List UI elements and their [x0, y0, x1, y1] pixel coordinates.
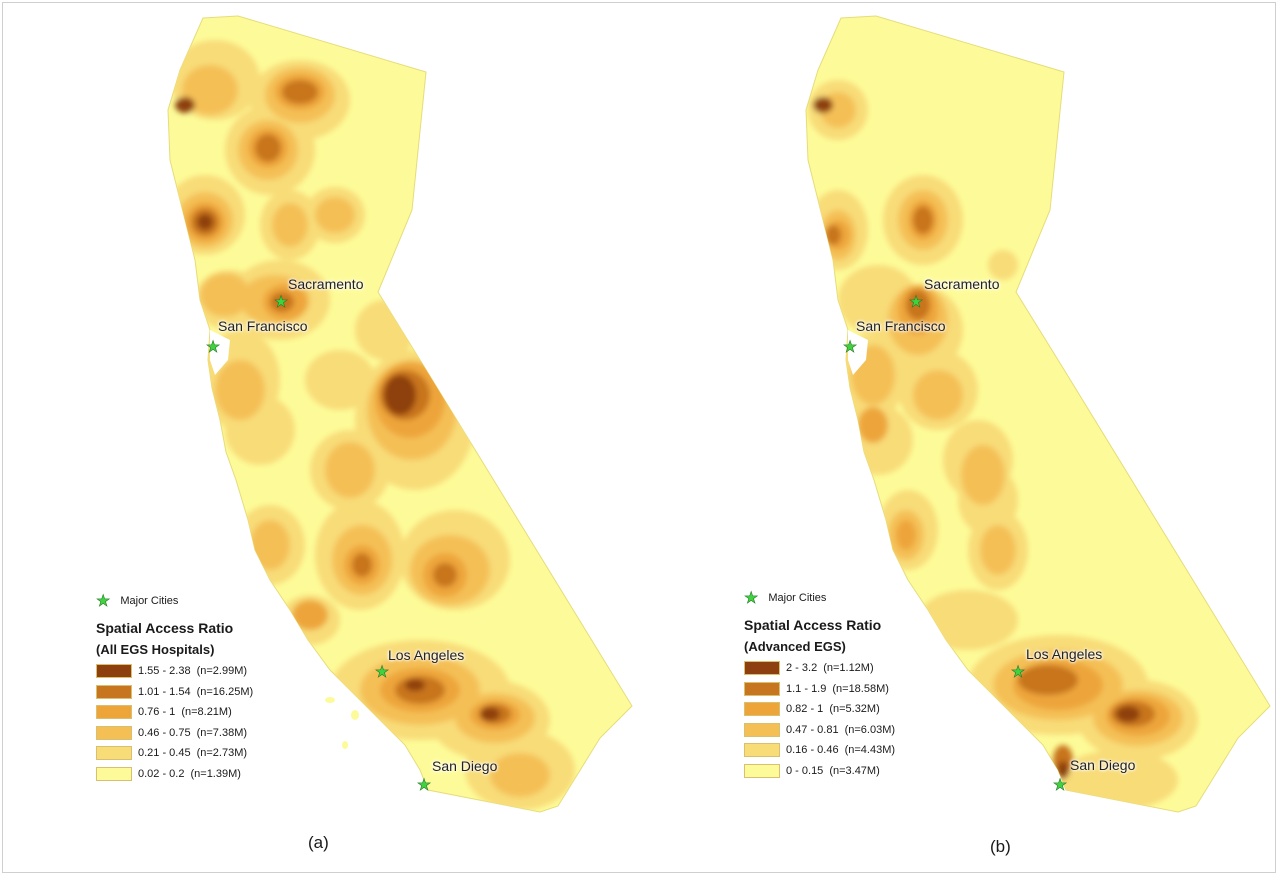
california-map-all-egs: ★ ★ ★ ★: [167, 15, 633, 813]
legend-swatch: [744, 722, 780, 737]
legend-entries: 2 - 3.2 (n=1.12M) 1.1 - 1.9 (n=18.58M) 0.8…: [744, 658, 895, 781]
legend-range: 2 - 3.2: [786, 662, 818, 675]
legend-count: (n=16.25M): [196, 685, 254, 698]
legend-entry: 2 - 3.2 (n=1.12M): [744, 658, 895, 679]
legend-swatch: [744, 763, 780, 778]
legend-range: 0.76 - 1: [138, 706, 176, 719]
legend-swatch: [744, 702, 780, 717]
city-star-san-francisco: ★: [843, 339, 857, 356]
panel-b: ★ ★ ★ ★ Sacramento San Francisco Los Ang…: [638, 0, 1278, 877]
legend-range: 0.21 - 0.45: [138, 747, 191, 760]
city-star-los-angeles: ★: [375, 664, 389, 681]
legend-count: (n=2.73M): [196, 747, 248, 760]
legend-range: 0.46 - 0.75: [138, 726, 191, 739]
city-star-los-angeles: ★: [1011, 664, 1025, 681]
legend-count: (n=7.38M): [196, 726, 248, 739]
legend-count: (n=2.99M): [196, 665, 248, 678]
star-icon: ★: [96, 593, 111, 611]
legend-count: (n=8.21M): [181, 706, 232, 719]
legend-entry: 1.1 - 1.9 (n=18.58M): [744, 679, 895, 700]
star-icon: ★: [744, 590, 759, 608]
legend-swatch: [96, 705, 132, 720]
panel-a: ★ ★ ★ ★ Sacramento San Francisco Los Ang…: [96, 15, 633, 852]
city-label-san-diego: San Diego: [1070, 757, 1136, 773]
city-star-san-francisco: ★: [206, 339, 220, 356]
legend-entry: 0 - 0.15 (n=3.47M): [744, 761, 895, 782]
legend-entry: 0.76 - 1 (n=8.21M): [96, 702, 253, 723]
city-label-sacramento: Sacramento: [288, 276, 364, 292]
san-francisco-bay: [848, 330, 868, 375]
panel-label-b: (b): [990, 837, 1011, 856]
city-label-los-angeles: Los Angeles: [1026, 646, 1103, 662]
city-star-sacramento: ★: [909, 294, 923, 311]
legend-range: 1.1 - 1.9: [786, 682, 827, 695]
city-star-san-diego: ★: [1053, 777, 1067, 794]
legend-range: 0.47 - 0.81: [786, 723, 839, 736]
legend-major-cities: ★ Major Cities: [96, 591, 253, 611]
legend-entry: 0.02 - 0.2 (n=1.39M): [96, 764, 253, 785]
legend-range: 0 - 0.15: [786, 764, 824, 777]
legend-major-cities-label: Major Cities: [120, 595, 179, 607]
legend-title-line1: Spatial Access Ratio: [744, 617, 882, 633]
legend-a: ★ Major Cities Spatial Access Ratio (All…: [96, 591, 253, 784]
san-francisco-bay: [210, 330, 230, 375]
legend-swatch: [96, 725, 132, 740]
legend-count: (n=4.43M): [844, 744, 896, 757]
legend-swatch: [744, 661, 780, 676]
california-map-advanced-egs: ★ ★ ★ ★: [805, 15, 1271, 813]
city-markers: ★ ★ ★ ★: [843, 294, 1068, 795]
city-label-san-diego: San Diego: [432, 758, 498, 774]
legend-swatch: [96, 766, 132, 781]
city-label-sacramento: Sacramento: [924, 276, 1000, 292]
legend-range: 0.02 - 0.2: [138, 767, 185, 780]
panel-label-a: (a): [308, 833, 329, 852]
city-label-san-francisco: San Francisco: [218, 318, 308, 334]
legend-title-line1: Spatial Access Ratio: [96, 620, 234, 636]
city-label-los-angeles: Los Angeles: [388, 647, 465, 663]
legend-entry: 0.47 - 0.81 (n=6.03M): [744, 720, 895, 741]
legend-major-cities-label: Major Cities: [768, 592, 827, 604]
legend-major-cities: ★ Major Cities: [744, 588, 895, 608]
legend-entry: 0.16 - 0.46 (n=4.43M): [744, 740, 895, 761]
city-star-san-diego: ★: [417, 777, 431, 794]
legend-title-line2: (All EGS Hospitals): [96, 642, 215, 657]
legend-entry: 0.21 - 0.45 (n=2.73M): [96, 743, 253, 764]
legend-entry: 0.46 - 0.75 (n=7.38M): [96, 723, 253, 744]
access-ratio-surface: [168, 40, 575, 810]
legend-range: 1.55 - 2.38: [138, 665, 191, 678]
legend-count: (n=5.32M): [829, 703, 880, 716]
legend-range: 1.01 - 1.54: [138, 685, 191, 698]
city-label-san-francisco: San Francisco: [856, 318, 946, 334]
legend-swatch: [744, 681, 780, 696]
city-markers: ★ ★ ★ ★: [206, 294, 432, 795]
legend-range: 0.82 - 1: [786, 703, 824, 716]
legend-swatch: [96, 684, 132, 699]
legend-swatch: [96, 664, 132, 679]
legend-swatch: [96, 746, 132, 761]
legend-entries: 1.55 - 2.38 (n=2.99M) 1.01 - 1.54 (n=16.25…: [96, 661, 253, 784]
legend-range: 0.16 - 0.46: [786, 744, 839, 757]
legend-count: (n=1.39M): [190, 767, 241, 780]
legend-entry: 1.01 - 1.54 (n=16.25M): [96, 682, 253, 703]
legend-swatch: [744, 743, 780, 758]
channel-islands: [325, 697, 359, 749]
city-star-sacramento: ★: [274, 294, 288, 311]
legend-count: (n=6.03M): [844, 723, 896, 736]
legend-entry: 0.82 - 1 (n=5.32M): [744, 699, 895, 720]
legend-title-line2: (Advanced EGS): [744, 639, 846, 654]
legend-entry: 1.55 - 2.38 (n=2.99M): [96, 661, 253, 682]
legend-count: (n=18.58M): [832, 682, 889, 695]
legend-b: ★ Major Cities Spatial Access Ratio (Adv…: [744, 588, 895, 781]
legend-count: (n=1.12M): [823, 662, 874, 675]
legend-count: (n=3.47M): [829, 764, 880, 777]
